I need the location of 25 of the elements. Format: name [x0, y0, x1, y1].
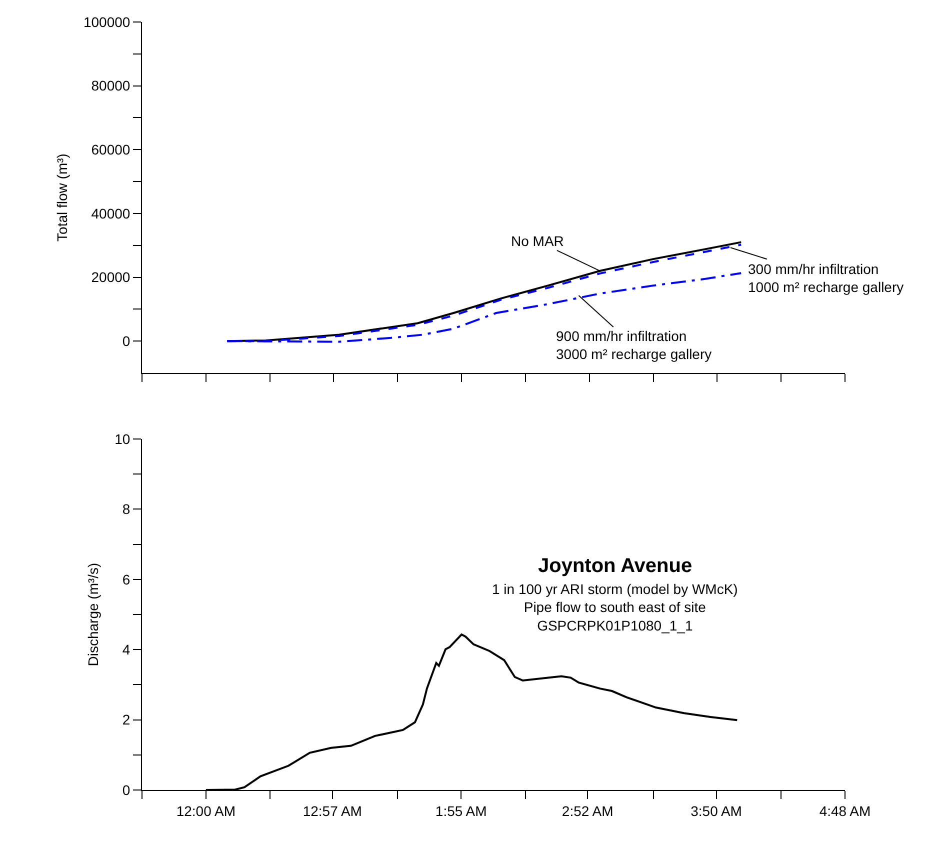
y-tick-label: 40000	[91, 205, 130, 222]
y-tick-label: 100000	[83, 14, 130, 30]
text: 1 in 100 yr ARI storm (model by WMcK) Pipe flow to south east of site GSPCRPK01P1080_1_1	[492, 581, 738, 634]
x-tick-label: 12:57 AM	[302, 802, 362, 819]
x-tick-label: 3:50 AM	[690, 802, 742, 819]
y-tick-label: 10	[114, 430, 130, 447]
annotation: 900 mm/hr infiltration 3000 m² recharge gallery	[556, 328, 712, 362]
y-tick-label: 8	[122, 501, 130, 518]
annotation: No MAR	[511, 233, 564, 249]
x-tick-label: 2:52 AM	[562, 802, 614, 819]
y-axis-title: Total flow (m³)	[54, 154, 70, 242]
text: Joynton Avenue	[538, 555, 692, 577]
y-tick-label: 0	[122, 782, 130, 798]
x-tick-label: 4:48 AM	[819, 802, 871, 819]
y-tick-label: 6	[122, 571, 130, 588]
annotation: 300 mm/hr infiltration 1000 m² recharge gallery	[748, 261, 904, 296]
x-tick-label: 1:55 AM	[435, 802, 487, 819]
y-tick-label: 4	[122, 642, 130, 658]
y-tick-label: 2	[122, 712, 130, 728]
y-tick-label: 0	[122, 332, 130, 349]
y-axis-title: Discharge (m³/s)	[85, 562, 102, 666]
y-tick-label: 20000	[91, 269, 130, 286]
y-tick-label: 60000	[91, 142, 130, 158]
y-tick-label: 80000	[91, 78, 130, 94]
x-tick-label: 12:00 AM	[176, 802, 236, 819]
